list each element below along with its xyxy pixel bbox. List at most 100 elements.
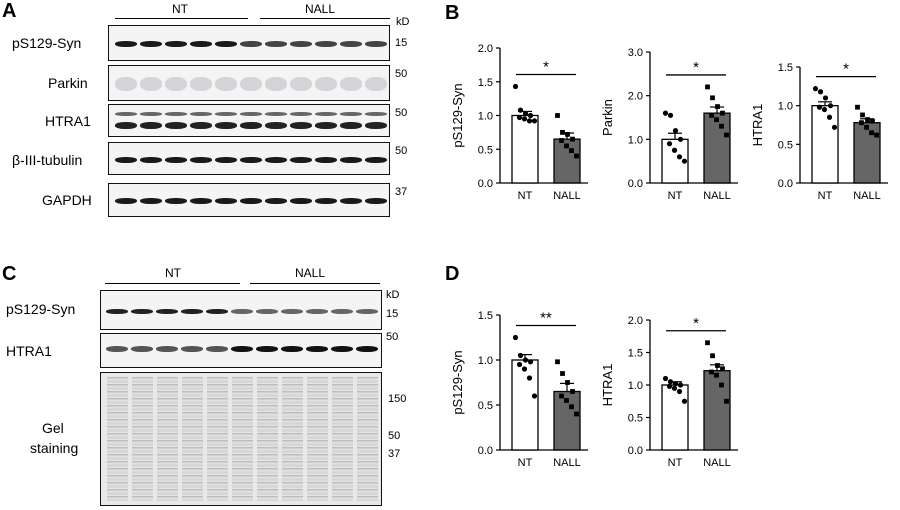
data-point (874, 132, 879, 138)
nt-group-label: NT (165, 266, 181, 280)
data-point (671, 147, 678, 153)
band (256, 309, 278, 314)
kd-unit-label: kD (396, 16, 410, 28)
data-point (724, 132, 729, 138)
band (315, 121, 337, 129)
x-tick-label: NALL (553, 190, 581, 202)
data-point (677, 136, 684, 142)
band (190, 41, 212, 48)
band (165, 76, 187, 91)
band (356, 346, 378, 352)
nall-group-label: NALL (305, 2, 336, 16)
y-tick-label: 1.0 (628, 134, 643, 146)
panel-label-d: D (445, 263, 460, 285)
band (340, 41, 362, 48)
bar (553, 390, 581, 451)
band (340, 76, 362, 91)
significance-star: * (843, 61, 849, 78)
data-point (677, 382, 684, 388)
band (315, 111, 337, 116)
band (240, 198, 262, 205)
nt-group-line (105, 283, 240, 284)
data-point (526, 118, 533, 124)
band (206, 346, 228, 352)
significance-star: * (693, 59, 699, 76)
band (115, 41, 137, 48)
band (215, 41, 237, 48)
data-point (705, 84, 710, 90)
band (290, 41, 312, 48)
band (240, 121, 262, 129)
data-point (564, 398, 569, 403)
data-point (667, 112, 674, 118)
data-point (574, 411, 579, 417)
y-tick-label: 1.0 (778, 101, 793, 113)
gel-lane (257, 377, 278, 501)
data-point (719, 382, 724, 388)
band (290, 198, 312, 205)
data-point (676, 388, 683, 395)
blot-a-mw-label: 37 (395, 186, 408, 198)
bar (661, 138, 689, 184)
band (165, 111, 187, 116)
data-point (719, 123, 724, 129)
data-point (870, 118, 875, 124)
gel-mw-label: 37 (388, 448, 401, 460)
data-point (714, 372, 719, 378)
band (190, 76, 212, 91)
band (140, 121, 162, 129)
data-point (570, 389, 575, 394)
band (190, 121, 212, 129)
band (190, 198, 212, 205)
y-tick-label: 0.5 (628, 413, 643, 425)
band (181, 346, 203, 352)
data-point (521, 116, 528, 122)
y-tick-label: 0.0 (628, 445, 643, 457)
data-point (816, 104, 823, 110)
band (215, 121, 237, 129)
bar (511, 114, 539, 184)
blot-c-row-label: HTRA1 (6, 343, 52, 359)
band (265, 121, 287, 129)
blot-strip-htra1 (100, 333, 382, 368)
blot-a-row-label: Parkin (48, 75, 88, 91)
data-point (559, 138, 564, 143)
y-axis-label: HTRA1 (750, 104, 765, 147)
band (365, 76, 387, 91)
band (315, 41, 337, 48)
nt-group-line (115, 18, 248, 19)
gel-mw-label: 150 (388, 393, 407, 405)
blot-a-mw-label: 50 (395, 68, 408, 80)
band (190, 156, 212, 163)
gel-lane (132, 377, 153, 501)
band (165, 198, 187, 205)
data-point (714, 117, 719, 123)
band (365, 121, 387, 129)
bar (511, 359, 539, 451)
band (315, 76, 337, 91)
y-tick-label: 1.0 (628, 380, 643, 392)
band (140, 156, 162, 163)
data-point (709, 112, 714, 118)
band (115, 76, 137, 91)
data-point (865, 117, 870, 122)
data-point (822, 95, 829, 101)
band (340, 111, 362, 116)
y-tick-label: 0.5 (478, 144, 493, 156)
band (215, 156, 237, 163)
data-point (667, 379, 674, 385)
nall-group-line (260, 18, 390, 19)
y-tick-label: 0.0 (478, 445, 493, 457)
y-tick-label: 3.0 (628, 47, 643, 59)
data-point (560, 129, 565, 135)
data-point (574, 153, 579, 159)
band (265, 156, 287, 163)
band (340, 121, 362, 129)
y-tick-label: 1.5 (478, 310, 493, 322)
data-point (570, 136, 575, 142)
band (365, 41, 387, 48)
data-point (672, 381, 679, 387)
nall-group-line (250, 283, 380, 284)
data-point (681, 158, 688, 164)
band (290, 111, 312, 116)
